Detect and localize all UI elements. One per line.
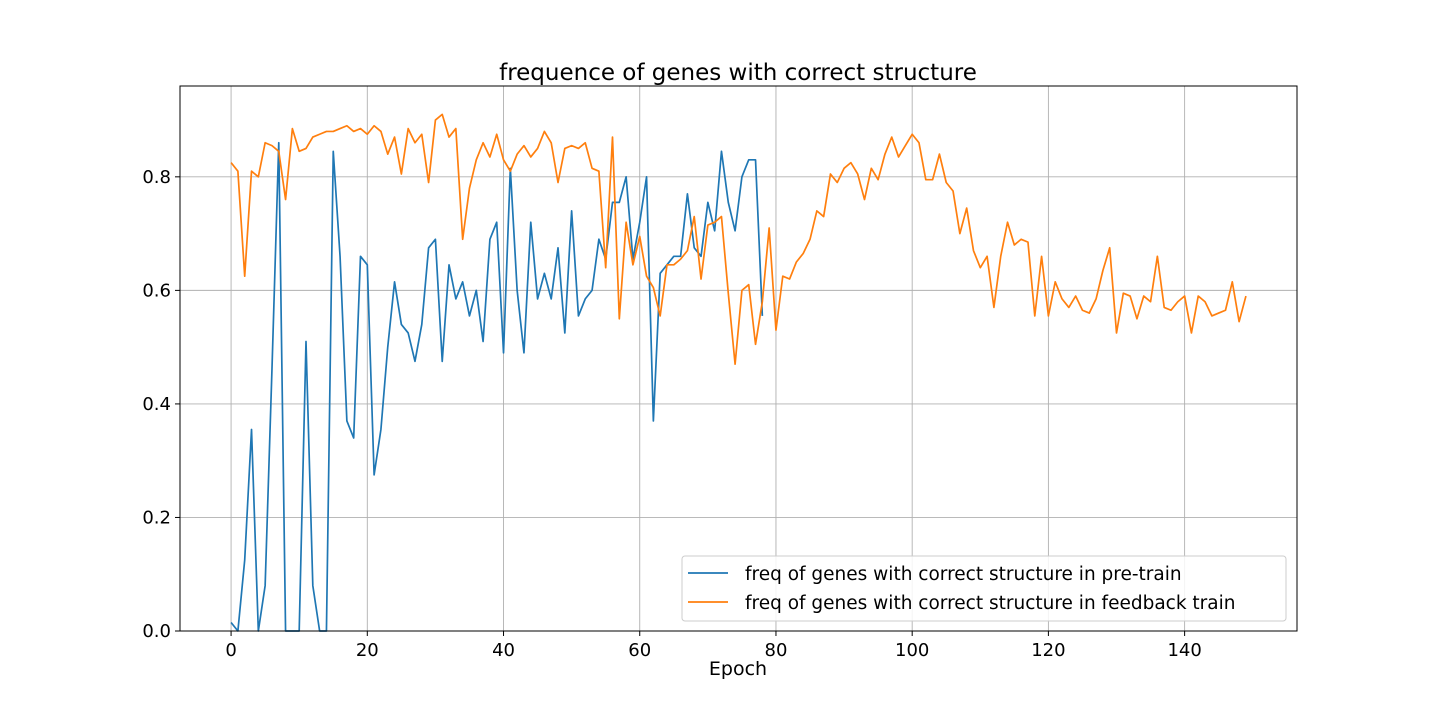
axis-ticks: 0 20 40 60 80 100 120 140 0.0 0.2 0.4 0.6 0.8 bbox=[142, 167, 1201, 661]
x-tick-label: 120 bbox=[1031, 640, 1065, 661]
y-tick-label: 0.4 bbox=[142, 394, 171, 415]
chart-title: frequence of genes with correct structur… bbox=[499, 60, 977, 86]
x-tick-label: 100 bbox=[895, 640, 929, 661]
y-tick-label: 0.6 bbox=[142, 280, 171, 301]
y-tick-label: 0.8 bbox=[142, 167, 171, 188]
x-axis-label: Epoch bbox=[709, 658, 767, 680]
legend-label: freq of genes with correct structure in … bbox=[745, 564, 1182, 585]
x-tick-label: 20 bbox=[356, 640, 379, 661]
y-tick-label: 0.0 bbox=[142, 621, 171, 642]
x-tick-label: 80 bbox=[765, 640, 788, 661]
x-tick-label: 140 bbox=[1167, 640, 1201, 661]
x-tick-label: 40 bbox=[492, 640, 515, 661]
plot-frame bbox=[179, 85, 1298, 632]
x-tick-label: 60 bbox=[628, 640, 651, 661]
series-line-2 bbox=[230, 113, 1247, 366]
x-tick-label: 0 bbox=[225, 640, 236, 661]
legend: freq of genes with correct structure in … bbox=[681, 555, 1287, 622]
legend-box bbox=[681, 555, 1287, 622]
y-tick-label: 0.2 bbox=[142, 507, 171, 528]
legend-label: freq of genes with correct structure in … bbox=[745, 593, 1235, 614]
